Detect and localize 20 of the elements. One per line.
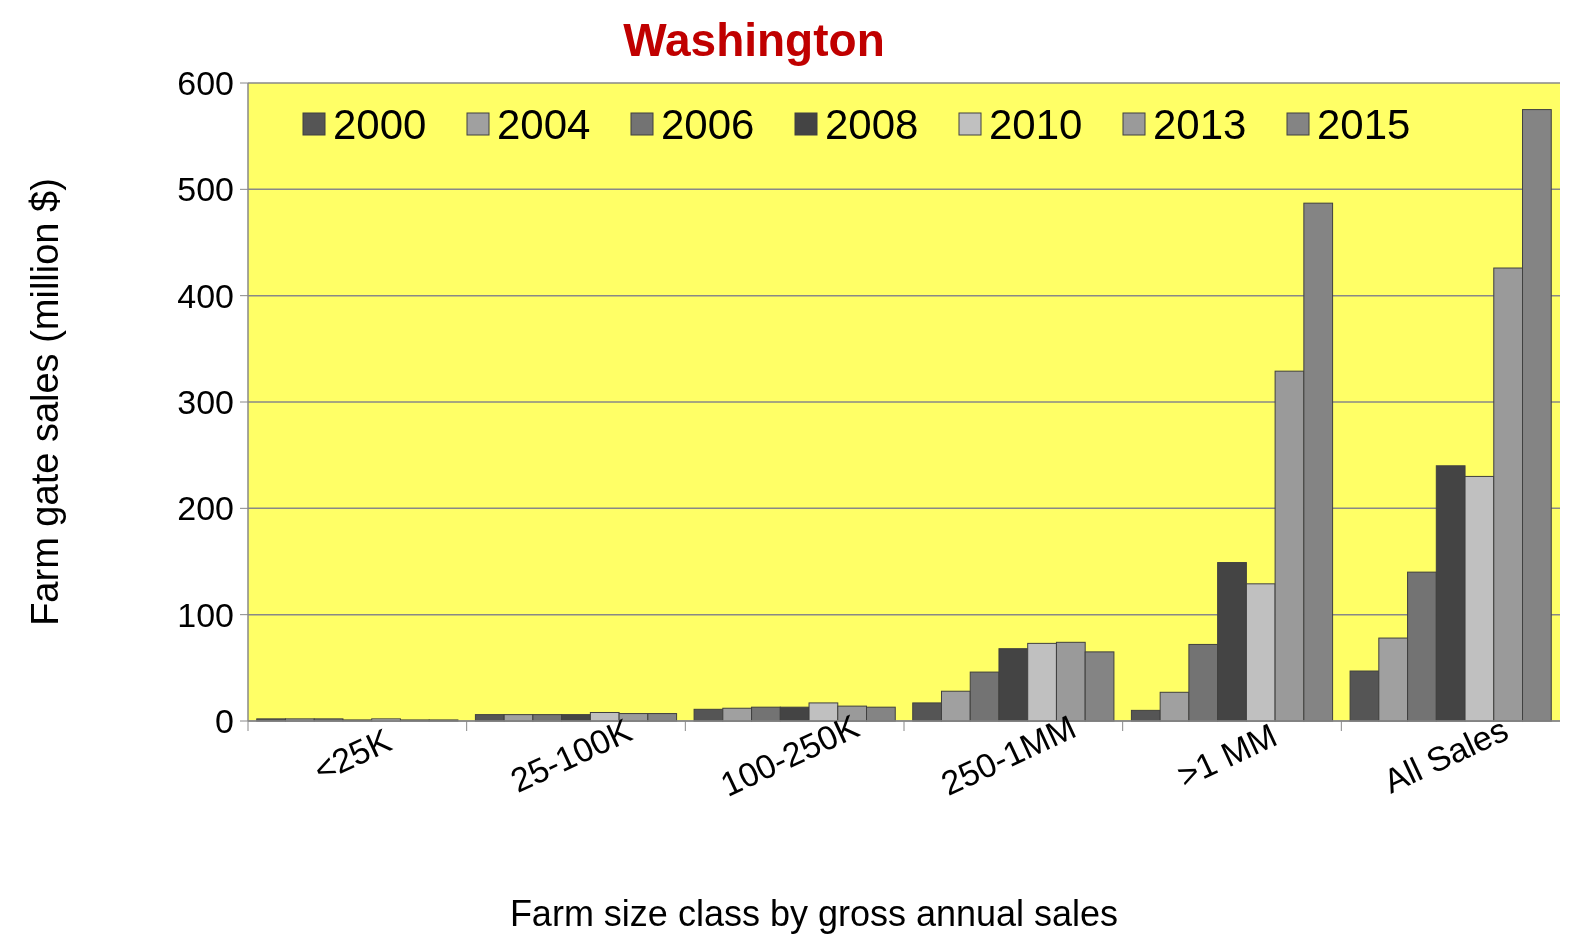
- y-tick-label: 600: [177, 63, 234, 102]
- x-axis-title: Farm size class by gross annual sales: [509, 893, 1119, 934]
- x-tick-label: All Sales: [1377, 709, 1514, 801]
- legend-label: 2013: [1153, 100, 1247, 148]
- y-tick-label: 0: [215, 701, 234, 740]
- legend-label: 2006: [661, 100, 755, 148]
- y-tick-label: 200: [177, 489, 234, 528]
- y-tick-label: 100: [177, 595, 234, 634]
- chart-title: Washington: [623, 14, 885, 66]
- legend-label: 2004: [497, 100, 591, 148]
- y-tick-label: 300: [177, 382, 234, 421]
- legend-label: 2015: [1317, 100, 1411, 148]
- x-tick-label: <25K: [307, 720, 397, 790]
- y-axis-title: Farm gate sales (million $): [24, 178, 66, 626]
- x-tick-label: >1 MM: [1171, 715, 1283, 795]
- y-tick-label: 400: [177, 276, 234, 315]
- legend-label: 2000: [333, 100, 427, 148]
- legend-label: 2010: [989, 100, 1083, 148]
- y-tick-label: 500: [177, 170, 234, 209]
- legend-label: 2008: [825, 100, 919, 148]
